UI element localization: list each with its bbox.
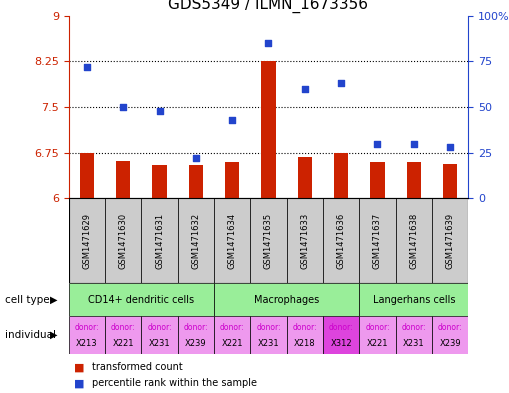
Point	[155, 108, 163, 114]
Bar	[395, 198, 432, 283]
Bar	[395, 316, 432, 354]
Text: donor:: donor:	[293, 323, 317, 332]
Point	[192, 155, 200, 162]
Text: GSM1471637: GSM1471637	[373, 213, 382, 269]
Bar	[407, 162, 421, 198]
Bar	[178, 316, 214, 354]
Point	[446, 144, 454, 151]
Text: donor:: donor:	[329, 323, 353, 332]
Text: donor:: donor:	[220, 323, 244, 332]
Text: Langerhans cells: Langerhans cells	[373, 295, 455, 305]
Text: X221: X221	[366, 339, 388, 348]
Bar	[261, 61, 276, 198]
Bar	[359, 283, 468, 316]
Text: ▶: ▶	[50, 295, 57, 305]
Text: ■: ■	[74, 378, 84, 388]
Text: donor:: donor:	[438, 323, 463, 332]
Bar	[214, 316, 250, 354]
Bar	[178, 198, 214, 283]
Point	[119, 104, 127, 110]
Point	[83, 64, 91, 70]
Text: donor:: donor:	[74, 323, 99, 332]
Bar	[214, 198, 250, 283]
Bar	[69, 198, 105, 283]
Bar	[359, 316, 395, 354]
Bar	[142, 198, 178, 283]
Text: ▶: ▶	[50, 330, 57, 340]
Bar	[287, 316, 323, 354]
Bar	[69, 283, 214, 316]
Text: X231: X231	[403, 339, 425, 348]
Text: cell type: cell type	[5, 295, 50, 305]
Point	[374, 140, 382, 147]
Bar	[79, 153, 94, 198]
Bar	[152, 165, 167, 198]
Bar	[142, 316, 178, 354]
Bar	[443, 164, 458, 198]
Text: transformed count: transformed count	[92, 362, 182, 373]
Text: donor:: donor:	[256, 323, 281, 332]
Point	[301, 86, 309, 92]
Bar	[250, 316, 287, 354]
Bar	[105, 316, 142, 354]
Text: donor:: donor:	[365, 323, 390, 332]
Bar	[323, 316, 359, 354]
Text: GSM1471630: GSM1471630	[119, 213, 128, 269]
Text: GSM1471634: GSM1471634	[228, 213, 237, 269]
Text: donor:: donor:	[111, 323, 135, 332]
Text: GSM1471632: GSM1471632	[191, 213, 201, 269]
Text: GSM1471638: GSM1471638	[409, 213, 418, 269]
Bar	[432, 316, 468, 354]
Text: X218: X218	[294, 339, 316, 348]
Bar	[69, 316, 105, 354]
Bar	[188, 165, 203, 198]
Text: X231: X231	[149, 339, 171, 348]
Text: GSM1471635: GSM1471635	[264, 213, 273, 269]
Bar	[359, 198, 395, 283]
Bar	[225, 162, 239, 198]
Bar	[214, 283, 359, 316]
Bar	[298, 157, 312, 198]
Text: GSM1471633: GSM1471633	[300, 213, 309, 269]
Text: donor:: donor:	[402, 323, 426, 332]
Bar	[116, 161, 130, 198]
Text: donor:: donor:	[184, 323, 208, 332]
Point	[337, 80, 345, 86]
Point	[410, 140, 418, 147]
Bar	[334, 153, 348, 198]
Text: GSM1471636: GSM1471636	[336, 213, 346, 269]
Text: X213: X213	[76, 339, 98, 348]
Text: CD14+ dendritic cells: CD14+ dendritic cells	[88, 295, 194, 305]
Text: GSM1471631: GSM1471631	[155, 213, 164, 269]
Text: GSM1471639: GSM1471639	[445, 213, 455, 269]
Text: X239: X239	[185, 339, 207, 348]
Title: GDS5349 / ILMN_1673356: GDS5349 / ILMN_1673356	[168, 0, 369, 13]
Text: X221: X221	[112, 339, 134, 348]
Point	[228, 117, 236, 123]
Bar	[370, 162, 385, 198]
Text: X231: X231	[258, 339, 279, 348]
Bar	[250, 198, 287, 283]
Text: X312: X312	[330, 339, 352, 348]
Bar	[323, 198, 359, 283]
Text: ■: ■	[74, 362, 84, 373]
Text: percentile rank within the sample: percentile rank within the sample	[92, 378, 257, 388]
Bar	[287, 198, 323, 283]
Bar	[105, 198, 142, 283]
Text: individual: individual	[5, 330, 56, 340]
Text: GSM1471629: GSM1471629	[82, 213, 92, 269]
Text: Macrophages: Macrophages	[254, 295, 319, 305]
Text: X221: X221	[221, 339, 243, 348]
Point	[265, 40, 273, 46]
Text: donor:: donor:	[147, 323, 172, 332]
Text: X239: X239	[439, 339, 461, 348]
Bar	[432, 198, 468, 283]
